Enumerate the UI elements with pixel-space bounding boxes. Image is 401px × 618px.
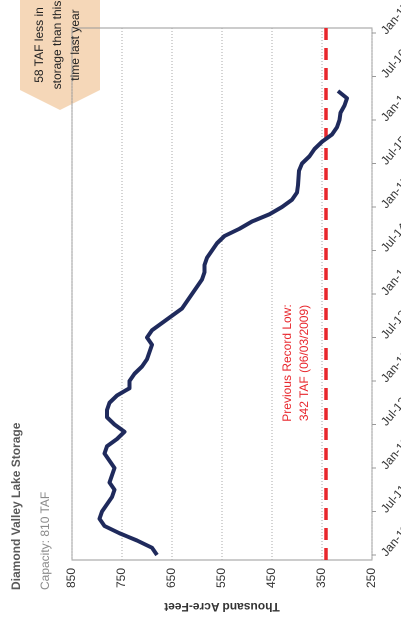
reference-label: Previous Record Low: bbox=[280, 304, 294, 421]
reference-label: 342 TAF (06/03/2009) bbox=[297, 305, 311, 421]
y-tick-label: 550 bbox=[214, 568, 228, 588]
callout-text: 58 TAF less in bbox=[32, 7, 46, 83]
x-tick-label: Jan-17 bbox=[378, 0, 401, 37]
x-tick-label: Jan-14 bbox=[378, 261, 401, 298]
x-tick-label: Jul-16 bbox=[378, 46, 401, 80]
y-tick-label: 850 bbox=[64, 568, 78, 588]
y-tick-label: 350 bbox=[314, 568, 328, 588]
x-tick-label: Jul-11 bbox=[378, 482, 401, 516]
y-axis-label: Thousand Acre-Feet bbox=[164, 600, 280, 614]
x-tick-label: Jan-11 bbox=[378, 522, 401, 559]
x-tick-label: Jul-13 bbox=[378, 307, 401, 341]
y-tick-label: 650 bbox=[164, 568, 178, 588]
chart-title: Diamond Valley Lake Storage bbox=[9, 422, 23, 590]
y-tick-label: 750 bbox=[114, 568, 128, 588]
x-tick-label: Jan-12 bbox=[378, 435, 401, 472]
x-tick-label: Jul-14 bbox=[378, 220, 401, 254]
x-tick-label: Jan-13 bbox=[378, 348, 401, 385]
data-line bbox=[97, 89, 349, 557]
x-tick-label: Jul-12 bbox=[378, 394, 401, 428]
x-tick-label: Jul-15 bbox=[378, 133, 401, 167]
x-tick-label: Jan-16 bbox=[378, 87, 401, 124]
rotated-chart: Diamond Valley Lake Storage Capacity: 81… bbox=[9, 0, 401, 614]
callout-text: time last year bbox=[68, 9, 82, 80]
x-tick-label: Jan-15 bbox=[378, 174, 401, 211]
y-tick-label: 250 bbox=[364, 568, 378, 588]
callout-text: storage than this bbox=[50, 1, 64, 90]
y-tick-label: 450 bbox=[264, 568, 278, 588]
subtitle: Capacity: 810 TAF bbox=[38, 492, 52, 590]
